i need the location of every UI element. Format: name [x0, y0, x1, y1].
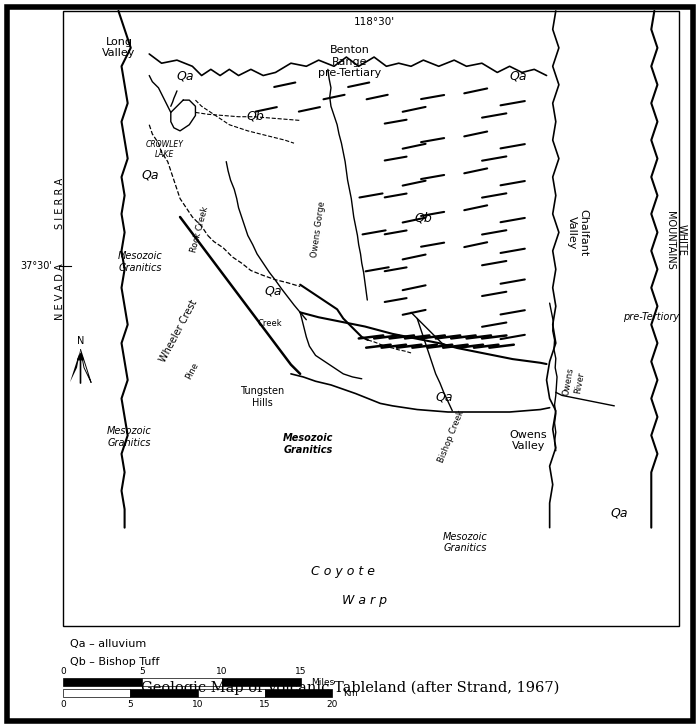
Text: Qa – alluvium: Qa – alluvium — [70, 639, 146, 649]
Text: Geologic Map of Volcanic Tableland (after Strand, 1967): Geologic Map of Volcanic Tableland (afte… — [141, 681, 559, 695]
Text: Qb – Bishop Tuff: Qb – Bishop Tuff — [70, 657, 160, 668]
Text: Benton
Range
pre-Tertiary: Benton Range pre-Tertiary — [318, 45, 382, 79]
Text: 5: 5 — [127, 700, 133, 708]
Bar — [222, 678, 301, 686]
Text: Qb: Qb — [246, 110, 265, 123]
Text: Qa: Qa — [176, 70, 195, 83]
Bar — [63, 689, 130, 697]
Text: 15: 15 — [260, 700, 271, 708]
Text: CROWLEY
LAKE: CROWLEY LAKE — [146, 140, 183, 159]
Bar — [265, 689, 332, 697]
Text: 118°30': 118°30' — [354, 17, 395, 27]
Text: 0: 0 — [60, 700, 66, 708]
Text: 10: 10 — [192, 700, 204, 708]
Polygon shape — [70, 349, 80, 382]
Text: 0: 0 — [60, 667, 66, 676]
Text: Miles: Miles — [312, 678, 335, 687]
Text: Chalfant
Valley: Chalfant Valley — [567, 210, 588, 256]
Text: Qa: Qa — [510, 70, 526, 83]
Text: Km: Km — [343, 689, 358, 697]
Text: Owens Gorge: Owens Gorge — [310, 201, 327, 258]
Text: Tungsten
Hills: Tungsten Hills — [240, 386, 285, 408]
Text: 5: 5 — [139, 667, 145, 676]
Text: Mesozoic
Granitics: Mesozoic Granitics — [283, 433, 333, 455]
Bar — [142, 678, 222, 686]
Text: 37°30': 37°30' — [20, 261, 52, 271]
FancyBboxPatch shape — [63, 11, 679, 626]
Text: Long
Valley: Long Valley — [102, 36, 136, 58]
Text: 10: 10 — [216, 667, 228, 676]
Text: Qa: Qa — [141, 168, 160, 181]
Text: Owens
River: Owens River — [562, 366, 586, 398]
Text: Qa: Qa — [435, 390, 454, 403]
Text: Mesozoic
Granitics: Mesozoic Granitics — [443, 531, 488, 553]
Text: S I E R R A: S I E R R A — [55, 178, 64, 229]
Text: Pine: Pine — [184, 361, 201, 381]
Text: C o y o t e: C o y o t e — [311, 565, 375, 578]
Text: 20: 20 — [327, 700, 338, 708]
Text: Qb: Qb — [414, 212, 433, 225]
Text: Wheeler Crest: Wheeler Crest — [158, 298, 199, 364]
Text: Qa: Qa — [610, 507, 629, 520]
Text: Bishop Creek: Bishop Creek — [437, 409, 466, 464]
Polygon shape — [80, 349, 91, 382]
Text: Rock Creek: Rock Creek — [189, 205, 210, 253]
Text: W a r p: W a r p — [342, 594, 386, 607]
Text: N E V A D A: N E V A D A — [55, 263, 64, 320]
Text: Qa: Qa — [265, 285, 281, 298]
Bar — [130, 689, 197, 697]
Text: Creek: Creek — [257, 320, 282, 328]
Bar — [63, 678, 142, 686]
Text: Owens
Valley: Owens Valley — [510, 430, 547, 451]
Text: Mesozoic
Granitics: Mesozoic Granitics — [118, 251, 162, 273]
Text: WHITE
MOUNTAINS: WHITE MOUNTAINS — [665, 211, 686, 269]
Text: Mesozoic
Granitics: Mesozoic Granitics — [107, 426, 152, 448]
Bar — [197, 689, 265, 697]
Text: N: N — [77, 336, 84, 346]
Text: pre-Tertiory: pre-Tertiory — [623, 312, 679, 322]
FancyBboxPatch shape — [7, 7, 693, 721]
Text: 15: 15 — [295, 667, 307, 676]
